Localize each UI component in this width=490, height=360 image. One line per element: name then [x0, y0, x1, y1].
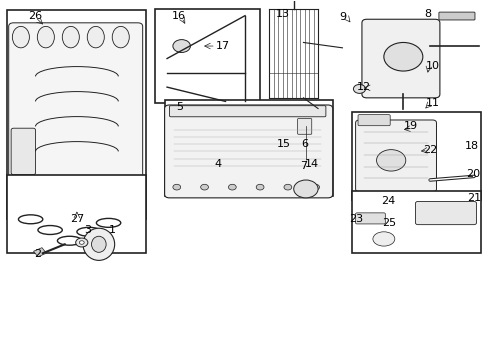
Text: 25: 25 [382, 218, 396, 228]
Text: 17: 17 [216, 41, 230, 51]
FancyBboxPatch shape [352, 191, 481, 253]
Ellipse shape [373, 232, 395, 246]
Text: 22: 22 [423, 145, 437, 155]
Text: 13: 13 [276, 9, 290, 19]
Text: 7: 7 [300, 161, 307, 171]
Text: 21: 21 [467, 193, 481, 203]
FancyBboxPatch shape [7, 10, 146, 219]
Ellipse shape [79, 241, 84, 244]
Text: 19: 19 [404, 121, 417, 131]
FancyBboxPatch shape [352, 112, 481, 200]
Ellipse shape [353, 85, 366, 93]
FancyBboxPatch shape [155, 9, 260, 103]
Ellipse shape [87, 26, 104, 48]
FancyBboxPatch shape [362, 19, 440, 98]
Ellipse shape [112, 26, 129, 48]
Text: 10: 10 [426, 61, 440, 71]
FancyBboxPatch shape [165, 100, 333, 196]
Text: 11: 11 [426, 98, 440, 108]
Text: 9: 9 [339, 13, 346, 22]
Text: 16: 16 [172, 11, 186, 21]
Text: 1: 1 [109, 225, 116, 235]
Text: 20: 20 [466, 168, 480, 179]
Circle shape [173, 40, 191, 53]
FancyBboxPatch shape [170, 106, 326, 117]
Text: 15: 15 [277, 139, 291, 149]
FancyBboxPatch shape [358, 114, 390, 126]
Ellipse shape [83, 228, 115, 260]
FancyBboxPatch shape [356, 120, 437, 192]
Text: 3: 3 [85, 225, 92, 235]
Ellipse shape [75, 238, 88, 247]
Text: 14: 14 [305, 159, 319, 169]
Text: 2: 2 [34, 249, 42, 259]
Text: 4: 4 [215, 159, 222, 169]
Text: 27: 27 [70, 214, 84, 224]
Circle shape [256, 184, 264, 190]
Circle shape [173, 184, 181, 190]
FancyBboxPatch shape [9, 23, 143, 202]
Circle shape [376, 150, 406, 171]
Ellipse shape [37, 26, 54, 48]
Bar [33, 248, 47, 257]
Circle shape [201, 184, 208, 190]
Text: 5: 5 [176, 102, 183, 112]
Text: 26: 26 [28, 11, 43, 21]
Circle shape [384, 42, 423, 71]
Circle shape [228, 184, 236, 190]
Circle shape [312, 184, 319, 190]
Text: 12: 12 [357, 82, 371, 92]
Ellipse shape [92, 236, 106, 252]
Ellipse shape [62, 26, 79, 48]
FancyBboxPatch shape [7, 175, 146, 253]
FancyBboxPatch shape [356, 213, 385, 224]
Circle shape [284, 184, 292, 190]
FancyBboxPatch shape [439, 12, 475, 20]
Text: 23: 23 [349, 214, 363, 224]
Text: 8: 8 [424, 9, 431, 19]
Ellipse shape [12, 26, 29, 48]
Text: 18: 18 [465, 141, 479, 151]
FancyBboxPatch shape [416, 202, 476, 225]
FancyBboxPatch shape [165, 105, 333, 198]
Text: 6: 6 [301, 139, 308, 149]
FancyBboxPatch shape [297, 118, 312, 134]
Circle shape [294, 180, 318, 198]
FancyBboxPatch shape [11, 128, 35, 175]
Text: 24: 24 [381, 197, 395, 206]
